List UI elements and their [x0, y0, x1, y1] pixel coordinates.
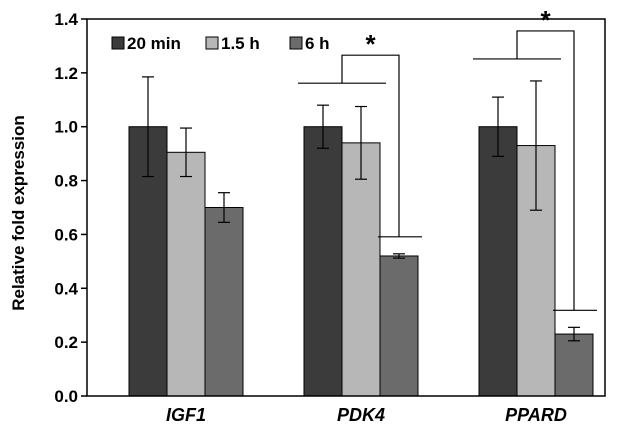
bar [204, 207, 244, 397]
x-tick-label: PPARD [505, 405, 567, 425]
bar [303, 126, 343, 397]
y-tick-label: 0.2 [54, 333, 78, 352]
legend-label: 20 min [127, 34, 181, 53]
significance-connector [516, 30, 575, 311]
significance-connector [341, 54, 400, 237]
y-tick-label: 0.6 [54, 225, 78, 244]
x-tick-label: PDK4 [337, 405, 385, 425]
y-tick-label: 0.0 [54, 387, 78, 406]
legend-swatch [289, 36, 303, 50]
bar [166, 151, 206, 397]
y-axis-label: Relative fold expression [9, 115, 28, 311]
y-tick-label: 1.0 [54, 118, 78, 137]
y-tick-label: 0.8 [54, 172, 78, 191]
legend-label: 1.5 h [221, 34, 260, 53]
plot-frame [86, 18, 606, 397]
bar [478, 126, 518, 397]
significance-star: * [365, 29, 376, 59]
bar [341, 142, 381, 397]
bar [379, 255, 419, 397]
y-tick-label: 1.2 [54, 64, 78, 83]
legend-swatch [205, 36, 219, 50]
legend-swatch [111, 36, 125, 50]
significance-star: * [540, 5, 551, 35]
x-tick-label: IGF1 [166, 405, 206, 425]
bar [554, 333, 594, 397]
y-tick-label: 1.4 [54, 10, 78, 29]
y-tick-label: 0.4 [54, 279, 78, 298]
legend-label: 6 h [305, 34, 330, 53]
